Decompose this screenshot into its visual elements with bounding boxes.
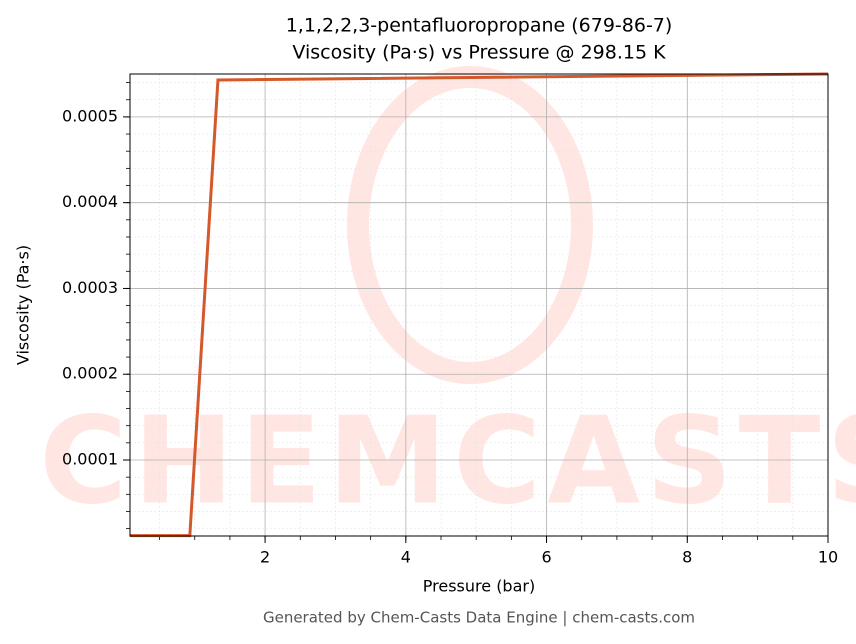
chart-title: 1,1,2,2,3-pentafluoropropane (679-86-7): [286, 15, 673, 37]
x-tick-label: 4: [401, 548, 411, 567]
x-tick-label: 10: [818, 548, 838, 567]
y-tick-label: 0.0005: [62, 106, 118, 125]
watermark-logo: [347, 66, 593, 384]
y-tick-label: 0.0003: [62, 278, 118, 297]
x-tick-label: 6: [541, 548, 551, 567]
x-tick-label: 2: [260, 548, 270, 567]
watermark: CHEMCASTS: [39, 393, 856, 532]
x-tick-label: 8: [682, 548, 692, 567]
chart-subtitle: Viscosity (Pa·s) vs Pressure @ 298.15 K: [292, 42, 666, 64]
y-tick-label: 0.0004: [62, 192, 118, 211]
x-axis-label: Pressure (bar): [423, 577, 535, 596]
y-tick-label: 0.0002: [62, 364, 118, 383]
plot-frame: [129, 73, 829, 537]
y-tick-label: 0.0001: [62, 450, 118, 469]
y-axis-label: Viscosity (Pa·s): [14, 245, 33, 365]
footer: Generated by Chem-Casts Data Engine | ch…: [263, 609, 695, 627]
